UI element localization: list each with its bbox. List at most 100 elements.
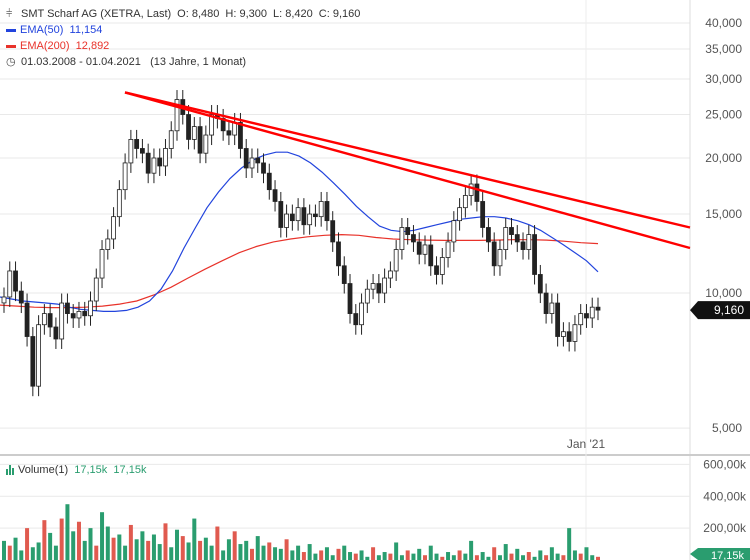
ema50-swatch [6, 28, 16, 32]
candle-body [7, 270, 13, 298]
volume-bar [544, 555, 549, 560]
candle [272, 180, 278, 212]
candle-body [134, 139, 140, 149]
volume-bar [348, 552, 353, 560]
volume-bar [290, 550, 295, 560]
candle [318, 191, 324, 227]
candle-body [289, 213, 295, 222]
volume-bar [209, 545, 214, 560]
last-price-label: 9,160 [714, 303, 744, 317]
candle-body [30, 336, 36, 387]
candle-body [503, 227, 509, 250]
candle-body [140, 148, 145, 154]
candle [284, 204, 289, 238]
candle-body [105, 238, 111, 250]
close-label: C: [318, 8, 330, 20]
candle-body [243, 148, 249, 169]
candle [226, 121, 232, 146]
ema200-row: EMA(200) 12,892 [6, 38, 360, 54]
candle [197, 117, 203, 164]
volume-bar [474, 555, 479, 560]
candle [589, 297, 595, 328]
volume-bar [157, 544, 162, 560]
candle [543, 283, 549, 324]
volume-bar [36, 542, 41, 560]
candle-body [324, 201, 330, 222]
candle-body [168, 130, 174, 149]
ema200-line [0, 233, 599, 309]
volume-bar [469, 540, 474, 560]
volume-bar [371, 547, 376, 560]
candle [439, 248, 445, 285]
candle-body [537, 274, 543, 294]
candle [572, 315, 578, 352]
candle-body [70, 313, 76, 319]
candle [405, 217, 411, 245]
volume-bar [428, 545, 433, 560]
volume-bar [584, 547, 589, 560]
candle-body [566, 331, 572, 342]
candle [462, 185, 468, 218]
volume-bar [365, 556, 370, 560]
candle [7, 261, 13, 307]
date-range: 01.03.2008 - 01.04.2021 [21, 56, 141, 68]
candle-body [584, 313, 589, 319]
volume-bar [267, 542, 272, 560]
last-price-box [690, 301, 750, 320]
y-tick-label: 5,000 [712, 421, 742, 435]
candle [393, 240, 399, 281]
y-tick-label: 25,000 [705, 108, 742, 122]
candle [330, 211, 336, 252]
candle-body [261, 162, 266, 174]
candle [313, 204, 318, 227]
volume-bar [2, 540, 6, 560]
volume-tick-label: 200,00k [703, 521, 747, 535]
volume-bar [88, 528, 93, 560]
candle [422, 235, 428, 265]
volume-bar [76, 521, 81, 560]
candle-body [174, 99, 180, 132]
candle [163, 138, 168, 176]
high-value: 9,300 [239, 8, 267, 20]
volume-bar [30, 547, 35, 560]
candle-body [65, 302, 70, 314]
candle-body [24, 302, 30, 337]
candle [168, 121, 174, 159]
candle [341, 256, 347, 294]
volume-bar [111, 537, 116, 560]
y-tick-label: 10,000 [705, 286, 742, 300]
trendline [124, 91, 691, 229]
candle [295, 198, 301, 231]
volume-bar [123, 545, 128, 560]
candle-body [468, 183, 474, 196]
volume-bar [596, 556, 600, 560]
candle [122, 153, 128, 200]
volume-bar [19, 550, 24, 560]
candle-body [428, 244, 434, 267]
candle-body [122, 162, 128, 191]
volume-bar [7, 545, 12, 560]
candle-body [18, 290, 24, 304]
candle-body [526, 234, 532, 250]
candle-body [439, 257, 445, 275]
volume-bar [59, 518, 64, 560]
candle-body [238, 122, 243, 149]
candle [30, 327, 36, 397]
candle-body [284, 213, 289, 228]
volume-bar [480, 552, 485, 560]
volume-value-1: 17,15k [74, 464, 108, 476]
candle-body [145, 152, 151, 174]
candle [566, 322, 572, 352]
volume-bar [509, 553, 514, 560]
volume-label: Volume(1) [18, 464, 69, 476]
candle-body [520, 241, 526, 250]
open-value: 8,480 [191, 8, 220, 20]
volume-bar [203, 537, 208, 560]
volume-bar [284, 539, 289, 560]
volume-bar [48, 532, 53, 560]
candle-body [411, 234, 416, 243]
volume-bar [457, 550, 462, 560]
candle-body [209, 114, 215, 136]
candle [353, 304, 359, 335]
candle-body [347, 283, 353, 314]
